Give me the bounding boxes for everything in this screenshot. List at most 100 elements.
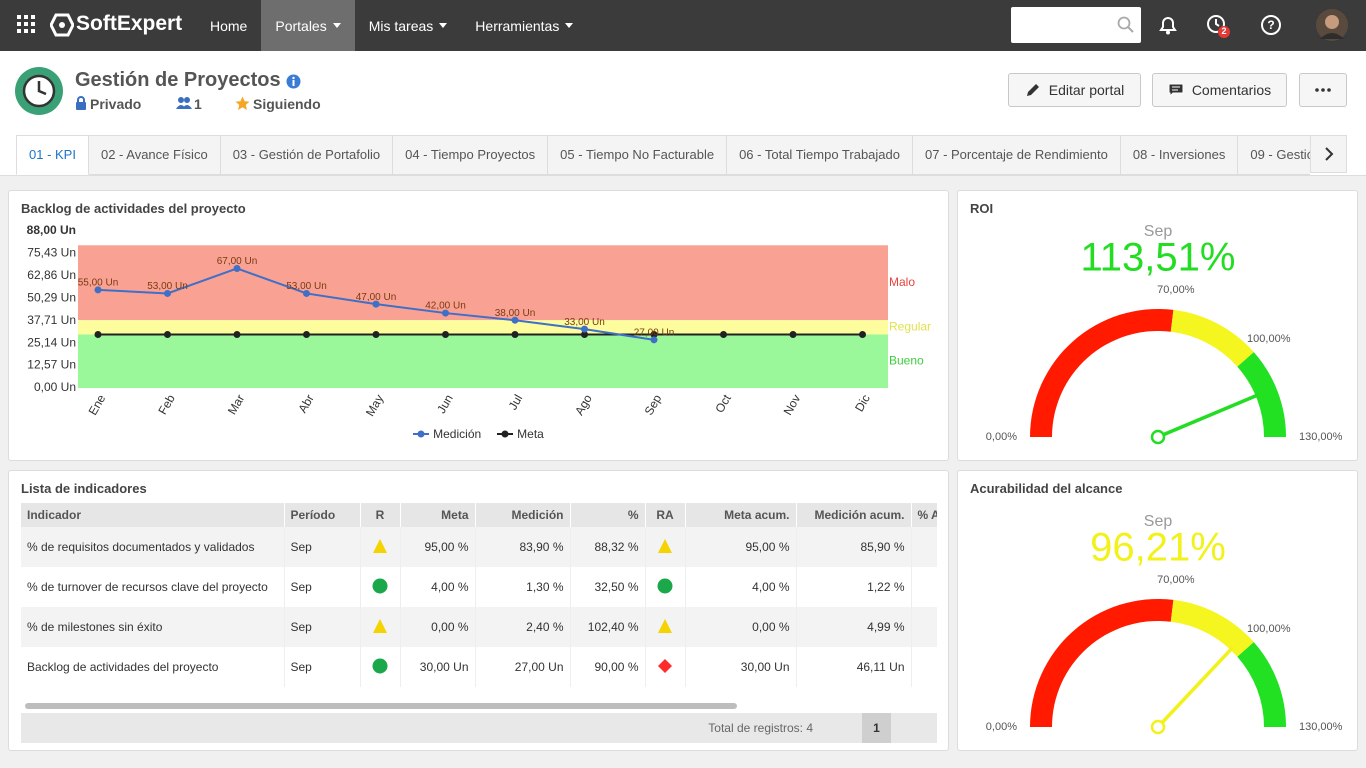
tab[interactable]: 03 - Gestión de Portafolio — [220, 135, 394, 175]
column-header[interactable]: Meta — [400, 503, 476, 527]
avatar[interactable] — [1316, 9, 1348, 41]
x-tick-label: Mar — [225, 392, 247, 417]
tab-scroll-right[interactable] — [1310, 135, 1347, 173]
point — [581, 325, 588, 333]
tab[interactable]: 01 - KPI — [16, 135, 89, 175]
legend-item[interactable]: Medición — [413, 427, 481, 441]
button-icon — [1026, 84, 1039, 96]
button-label: Editar portal — [1048, 82, 1125, 98]
point — [372, 300, 380, 308]
table-body: % de requisitos documentados y validados… — [21, 527, 937, 687]
badge-count: 2 — [1221, 26, 1227, 36]
point — [859, 330, 866, 338]
table-cell — [360, 607, 401, 647]
header-button[interactable]: Comentarios — [1152, 73, 1287, 107]
info-icon[interactable] — [286, 74, 301, 89]
column-header[interactable]: RA — [645, 503, 686, 527]
tab[interactable]: 04 - Tiempo Proyectos — [393, 135, 549, 175]
point — [720, 330, 727, 338]
band — [78, 320, 888, 335]
search-box[interactable] — [1011, 7, 1141, 43]
header-button[interactable]: Editar portal — [1008, 73, 1141, 107]
gauge-band — [1170, 599, 1254, 657]
legend-dot — [501, 430, 509, 438]
table-row[interactable]: % de turnover de recursos clave del proy… — [21, 567, 937, 607]
table-cell: Sep — [284, 527, 361, 567]
gauge-tick-label: 70,00% — [1157, 574, 1195, 586]
column-header[interactable]: Medición acum. — [796, 503, 912, 527]
tab[interactable]: 05 - Tiempo No Facturable — [548, 135, 728, 175]
gauge-needle — [1160, 646, 1234, 725]
point — [511, 330, 519, 338]
tab[interactable]: 09 - Gestió — [1238, 135, 1310, 175]
comment — [1168, 83, 1184, 98]
column-header[interactable]: R — [360, 503, 401, 527]
more-icon — [1315, 88, 1331, 92]
band-label: Regular — [889, 320, 931, 334]
table-cell: 95,00 % — [400, 527, 476, 567]
search-icon — [1117, 16, 1134, 33]
tab[interactable]: 02 - Avance Físico — [88, 135, 221, 175]
value-label: 27,00 Un — [634, 327, 675, 338]
table-footer: Total de registros: 4 1 — [21, 713, 937, 743]
gauge-tick-label: 0,00% — [986, 431, 1017, 443]
legend-dot — [417, 430, 425, 438]
bell-icon[interactable] — [1157, 14, 1179, 36]
band — [78, 334, 888, 388]
table-row[interactable]: % de milestones sin éxito Sep 0,00 % 2,40 %… — [21, 607, 937, 647]
tab[interactable]: 08 - Inversiones — [1120, 135, 1239, 175]
table-cell: 102,40 % — [570, 607, 646, 647]
column-header[interactable]: Indicador — [21, 503, 285, 527]
table-cell: 83,90 % — [475, 527, 571, 567]
nav-item[interactable]: Mis tareas — [355, 0, 462, 51]
nav-item[interactable]: Portales — [261, 0, 355, 51]
column-header[interactable]: Período — [284, 503, 361, 527]
column-header[interactable]: Medición — [475, 503, 571, 527]
y-tick-label: 75,43 Un — [27, 246, 76, 260]
point — [303, 289, 310, 297]
following: Siguiendo — [253, 96, 321, 112]
point — [581, 330, 588, 338]
column-header[interactable]: % A — [911, 503, 937, 527]
more-button[interactable] — [1299, 73, 1347, 107]
nav-item[interactable]: Home — [196, 0, 261, 51]
table-cell: 30,00 Un — [685, 647, 797, 687]
tasks-icon[interactable] — [1206, 13, 1232, 39]
table-cell — [911, 607, 937, 647]
lock-icon — [76, 96, 86, 110]
table-cell: 95,00 % — [685, 527, 797, 567]
tab[interactable]: 07 - Porcentaje de Rendimiento — [913, 135, 1121, 175]
chart-panel: Backlog de actividades del proyecto Malo… — [8, 190, 949, 461]
scrollbar[interactable] — [25, 703, 737, 709]
column-header[interactable]: % — [570, 503, 646, 527]
tab[interactable]: 06 - Total Tiempo Trabajado — [727, 135, 913, 175]
tab-bar: 01 - KPI 02 - Avance Físico 03 - Gestión d… — [16, 135, 1310, 175]
gauge-band — [1237, 642, 1286, 727]
table-row[interactable]: Backlog de actividades del proyecto Sep 30… — [21, 647, 937, 687]
members-count: 1 — [194, 96, 202, 112]
point — [789, 330, 797, 338]
status-warning — [658, 618, 672, 633]
gauge-tick-label: 130,00% — [1299, 431, 1343, 443]
indicator-table: Indicador Período R Meta Medición% RA Meta acu… — [21, 503, 937, 687]
table-cell: 46,11 Un — [796, 647, 912, 687]
help-icon[interactable]: ? — [1260, 14, 1282, 36]
point — [233, 330, 241, 338]
legend-item[interactable]: Meta — [497, 427, 544, 441]
page-number[interactable]: 1 — [862, 713, 891, 743]
table-cell — [911, 567, 937, 607]
table-row[interactable]: % de requisitos documentados y validados… — [21, 527, 937, 567]
status-icon — [372, 578, 388, 593]
table-cell — [360, 567, 401, 607]
point — [164, 330, 171, 338]
table-cell — [645, 527, 686, 567]
point — [650, 330, 658, 338]
nav-item[interactable]: Herramientas — [461, 0, 587, 51]
apps-icon[interactable] — [17, 15, 37, 35]
point — [442, 309, 449, 317]
point — [511, 316, 519, 324]
column-header[interactable]: Meta acum. — [685, 503, 797, 527]
status-warning — [658, 538, 672, 553]
table-cell: 88,32 % — [570, 527, 646, 567]
x-tick-label: Oct — [712, 392, 734, 416]
